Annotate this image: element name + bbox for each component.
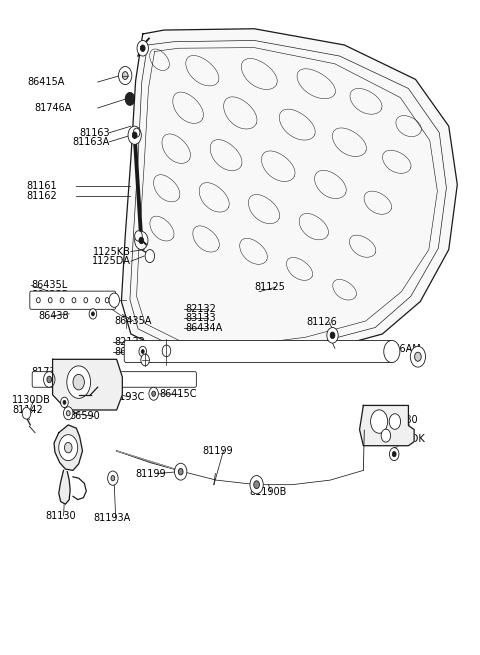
Circle shape [145, 250, 155, 263]
Text: 86435R: 86435R [31, 290, 69, 300]
Circle shape [254, 481, 260, 489]
Circle shape [44, 371, 55, 387]
Circle shape [392, 451, 396, 457]
Text: 81126: 81126 [306, 317, 337, 328]
Circle shape [175, 463, 187, 480]
Text: 86438: 86438 [38, 311, 69, 321]
Text: 81163A: 81163A [72, 137, 109, 147]
Circle shape [133, 128, 140, 137]
Circle shape [389, 414, 401, 429]
Circle shape [140, 45, 145, 52]
Circle shape [119, 66, 132, 84]
Circle shape [105, 297, 109, 303]
Text: 81199: 81199 [202, 446, 233, 456]
Circle shape [73, 374, 84, 390]
Polygon shape [54, 425, 83, 470]
Text: 81161: 81161 [27, 181, 57, 191]
Circle shape [415, 352, 421, 362]
Text: 81130: 81130 [46, 511, 76, 521]
Text: 86435L: 86435L [31, 280, 68, 290]
Circle shape [139, 346, 146, 357]
Text: 86415A: 86415A [27, 77, 64, 87]
Text: 1125KB: 1125KB [93, 246, 131, 257]
Circle shape [63, 400, 66, 404]
Circle shape [250, 476, 263, 494]
Circle shape [96, 297, 99, 303]
Polygon shape [121, 29, 457, 362]
Circle shape [59, 435, 78, 460]
Circle shape [384, 341, 400, 363]
Text: 1125DA: 1125DA [92, 256, 131, 266]
Circle shape [108, 471, 118, 485]
Circle shape [72, 297, 76, 303]
Circle shape [60, 297, 64, 303]
Polygon shape [53, 360, 122, 410]
Circle shape [67, 366, 91, 398]
Text: 86590: 86590 [69, 411, 100, 421]
FancyBboxPatch shape [32, 371, 196, 387]
Text: 81125: 81125 [254, 282, 285, 292]
Text: 81193C: 81193C [107, 392, 144, 402]
Text: 82132: 82132 [185, 305, 216, 314]
Text: 81180: 81180 [387, 415, 418, 424]
Text: 86430: 86430 [209, 350, 240, 360]
Text: 1076AM: 1076AM [383, 344, 422, 354]
Text: 84837F: 84837F [361, 405, 397, 415]
Circle shape [135, 231, 148, 250]
Circle shape [60, 397, 68, 407]
Circle shape [66, 411, 70, 416]
Text: 81193A: 81193A [93, 513, 130, 523]
Circle shape [139, 237, 144, 244]
Text: 81162: 81162 [26, 191, 57, 200]
Circle shape [330, 332, 335, 339]
Circle shape [47, 376, 52, 383]
Circle shape [410, 346, 425, 367]
Text: 81142: 81142 [12, 405, 43, 415]
Circle shape [141, 350, 144, 354]
Text: 81199: 81199 [136, 468, 166, 479]
Circle shape [64, 442, 72, 453]
Circle shape [48, 297, 52, 303]
Text: 86438A: 86438A [114, 347, 152, 357]
Circle shape [179, 468, 183, 475]
Circle shape [84, 297, 88, 303]
Circle shape [162, 345, 171, 357]
Circle shape [36, 297, 40, 303]
Circle shape [135, 231, 142, 241]
Circle shape [389, 447, 399, 460]
Text: 83133: 83133 [185, 313, 216, 324]
Circle shape [141, 354, 149, 365]
Text: 86435A: 86435A [114, 316, 152, 326]
Circle shape [89, 309, 96, 319]
Circle shape [109, 293, 120, 307]
Polygon shape [59, 470, 70, 504]
Circle shape [381, 429, 391, 442]
Text: 81163: 81163 [79, 128, 109, 138]
Circle shape [22, 407, 31, 419]
Circle shape [152, 391, 156, 396]
Text: 1130DB: 1130DB [12, 395, 51, 405]
Circle shape [92, 312, 95, 316]
Text: 82132: 82132 [114, 337, 145, 347]
Text: 86415C: 86415C [159, 389, 197, 400]
Circle shape [122, 71, 128, 79]
Circle shape [111, 476, 115, 481]
Circle shape [63, 407, 73, 420]
Circle shape [149, 387, 158, 400]
Text: 86434A: 86434A [185, 323, 223, 333]
Circle shape [125, 92, 135, 105]
Text: 1229DK: 1229DK [387, 434, 426, 444]
FancyBboxPatch shape [124, 341, 394, 363]
FancyBboxPatch shape [30, 291, 116, 309]
Circle shape [128, 126, 141, 144]
Circle shape [327, 328, 338, 343]
Text: 81746A: 81746A [34, 103, 72, 113]
Circle shape [371, 410, 388, 433]
Circle shape [137, 41, 148, 56]
Circle shape [132, 132, 137, 138]
Polygon shape [360, 405, 414, 445]
Text: 81738A: 81738A [31, 367, 69, 377]
Text: 81190B: 81190B [250, 487, 287, 496]
